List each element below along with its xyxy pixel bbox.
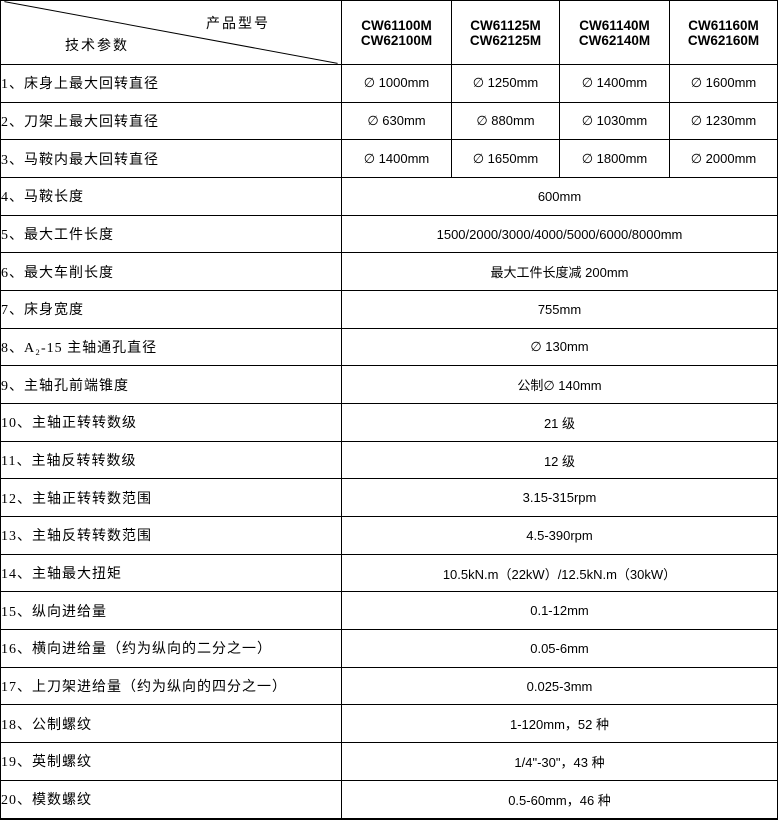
- table-row: 9、主轴孔前端锥度 公制∅ 140mm: [0, 365, 778, 405]
- model-name-line1: CW61140M: [579, 17, 650, 33]
- table-row: 19、英制螺纹 1/4"-30"，43 种: [0, 742, 778, 781]
- spec-label: 3、马鞍内最大回转直径: [0, 139, 342, 179]
- spec-label: 7、床身宽度: [0, 290, 342, 329]
- spec-table-header: 产品型号 技术参数 CW61100M CW62100M CW61125M CW6…: [0, 0, 778, 65]
- spec-label: 10、主轴正转转数级: [0, 403, 342, 442]
- table-row: 7、床身宽度 755mm: [0, 290, 778, 329]
- table-row: 4、马鞍长度 600mm: [0, 177, 778, 216]
- spec-table-body: 1、床身上最大回转直径 ∅ 1000mm ∅ 1250mm ∅ 1400mm ∅ 160…: [0, 64, 778, 820]
- spec-value: 0.05-6mm: [341, 629, 778, 668]
- table-row: 15、纵向进给量 0.1-12mm: [0, 591, 778, 631]
- table-row: 20、模数螺纹 0.5-60mm，46 种: [0, 779, 778, 820]
- spec-value: ∅ 1800mm: [559, 139, 670, 179]
- model-column-header: CW61160M CW62160M: [669, 0, 778, 65]
- model-column-header: CW61100M CW62100M: [341, 0, 452, 65]
- spec-label: 8、A₂-15 主轴通孔直径: [0, 327, 342, 367]
- spec-value: ∅ 1600mm: [669, 64, 778, 103]
- model-name-line1: CW61100M: [361, 17, 432, 33]
- spec-value: ∅ 1400mm: [341, 139, 452, 179]
- spec-value: ∅ 1000mm: [341, 64, 452, 103]
- spec-value: ∅ 1400mm: [559, 64, 670, 103]
- diagonal-divider-line: [1, 1, 341, 64]
- spec-label: 12、主轴正转转数范围: [0, 478, 342, 518]
- spec-value: 公制∅ 140mm: [341, 365, 778, 405]
- table-row: 12、主轴正转转数范围 3.15-315rpm: [0, 478, 778, 518]
- model-column-header: CW61125M CW62125M: [451, 0, 560, 65]
- table-row: 3、马鞍内最大回转直径 ∅ 1400mm ∅ 1650mm ∅ 1800mm ∅ 200…: [0, 139, 778, 179]
- spec-label: 19、英制螺纹: [0, 742, 342, 781]
- spec-value: 1-120mm，52 种: [341, 704, 778, 744]
- table-row: 5、最大工件长度 1500/2000/3000/4000/5000/6000/80…: [0, 214, 778, 254]
- corner-label-tech-params: 技术参数: [65, 39, 129, 54]
- spec-value: ∅ 1250mm: [451, 64, 560, 103]
- spec-label: 1、床身上最大回转直径: [0, 64, 342, 103]
- table-row: 16、横向进给量（约为纵向的二分之一） 0.05-6mm: [0, 629, 778, 668]
- spec-label: 9、主轴孔前端锥度: [0, 365, 342, 405]
- model-name-line1: CW61160M: [688, 17, 759, 33]
- spec-value: 0.025-3mm: [341, 666, 778, 706]
- corner-label-product-model: 产品型号: [206, 17, 270, 32]
- table-row: 10、主轴正转转数级 21 级: [0, 403, 778, 442]
- table-row: 6、最大车削长度 最大工件长度减 200mm: [0, 252, 778, 292]
- model-name-line1: CW61125M: [470, 17, 541, 33]
- spec-value: 最大工件长度减 200mm: [341, 252, 778, 292]
- spec-label: 2、刀架上最大回转直径: [0, 101, 342, 141]
- spec-value: ∅ 1650mm: [451, 139, 560, 179]
- spec-label: 17、上刀架进给量（约为纵向的四分之一）: [0, 666, 342, 706]
- spec-value: ∅ 630mm: [341, 101, 452, 141]
- spec-value: ∅ 2000mm: [669, 139, 778, 179]
- header-row: 产品型号 技术参数 CW61100M CW62100M CW61125M CW6…: [0, 0, 778, 65]
- spec-value: ∅ 1230mm: [669, 101, 778, 141]
- spec-value: 21 级: [341, 403, 778, 442]
- spec-value: ∅ 130mm: [341, 327, 778, 367]
- spec-label: 16、横向进给量（约为纵向的二分之一）: [0, 629, 342, 668]
- spec-label: 20、模数螺纹: [0, 779, 342, 820]
- model-name-line2: CW62160M: [687, 32, 760, 48]
- spec-value: 12 级: [341, 440, 778, 480]
- spec-value: 0.1-12mm: [341, 591, 778, 631]
- spec-value: 1/4"-30"，43 种: [341, 742, 778, 781]
- spec-value: ∅ 1030mm: [559, 101, 670, 141]
- spec-value: 1500/2000/3000/4000/5000/6000/8000mm: [341, 214, 778, 254]
- model-name-line2: CW62125M: [469, 32, 542, 48]
- spec-value: ∅ 880mm: [451, 101, 560, 141]
- spec-label: 5、最大工件长度: [0, 214, 342, 254]
- spec-label: 11、主轴反转转数级: [0, 440, 342, 480]
- spec-value: 0.5-60mm，46 种: [341, 779, 778, 820]
- model-column-header: CW61140M CW62140M: [559, 0, 670, 65]
- spec-value: 3.15-315rpm: [341, 478, 778, 518]
- spec-label: 15、纵向进给量: [0, 591, 342, 631]
- table-row: 1、床身上最大回转直径 ∅ 1000mm ∅ 1250mm ∅ 1400mm ∅ 160…: [0, 64, 778, 103]
- spec-value: 755mm: [341, 290, 778, 329]
- table-row: 8、A₂-15 主轴通孔直径 ∅ 130mm: [0, 327, 778, 367]
- spec-label: 6、最大车削长度: [0, 252, 342, 292]
- spec-label: 4、马鞍长度: [0, 177, 342, 216]
- spec-value: 600mm: [341, 177, 778, 216]
- table-row: 13、主轴反转转数范围 4.5-390rpm: [0, 516, 778, 555]
- table-row: 2、刀架上最大回转直径 ∅ 630mm ∅ 880mm ∅ 1030mm ∅ 1230m…: [0, 101, 778, 141]
- model-name-line2: CW62140M: [578, 32, 651, 48]
- spec-label: 13、主轴反转转数范围: [0, 516, 342, 555]
- spec-label: 14、主轴最大扭矩: [0, 553, 342, 593]
- table-row: 18、公制螺纹 1-120mm，52 种: [0, 704, 778, 744]
- table-row: 11、主轴反转转数级 12 级: [0, 440, 778, 480]
- spec-value: 10.5kN.m（22kW）/12.5kN.m（30kW）: [341, 553, 778, 593]
- corner-header-cell: 产品型号 技术参数: [0, 0, 342, 65]
- table-row: 14、主轴最大扭矩 10.5kN.m（22kW）/12.5kN.m（30kW）: [0, 553, 778, 593]
- spec-label: 18、公制螺纹: [0, 704, 342, 744]
- spec-value: 4.5-390rpm: [341, 516, 778, 555]
- model-name-line2: CW62100M: [360, 32, 433, 48]
- table-row: 17、上刀架进给量（约为纵向的四分之一） 0.025-3mm: [0, 666, 778, 706]
